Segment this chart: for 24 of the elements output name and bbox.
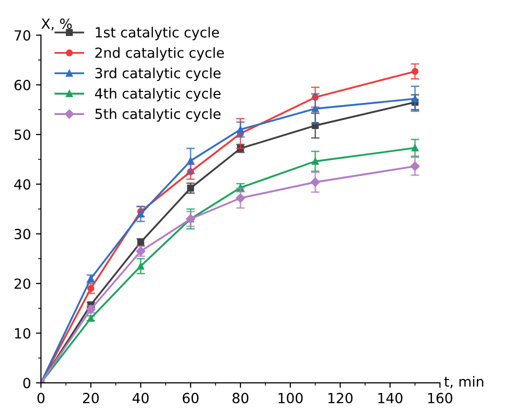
legend-label: 2nd catalytic cycle — [95, 47, 224, 61]
y-tick-label: 20 — [14, 278, 30, 289]
x-tick-label: 160 — [428, 392, 452, 404]
x-tick-label: 100 — [278, 392, 303, 404]
x-tick-label: 120 — [328, 392, 353, 404]
y-axis-title: X, % — [41, 18, 72, 30]
y-tick-label: 30 — [14, 228, 30, 240]
x-tick-label: 140 — [378, 392, 402, 404]
x-tick-label: 60 — [182, 392, 198, 404]
x-tick-label: 0 — [37, 392, 44, 404]
y-tick-label: 40 — [14, 179, 30, 190]
y-tick-label: 0 — [23, 378, 30, 388]
x-axis-title: t, min — [444, 376, 484, 388]
legend-label: 5th catalytic cycle — [95, 108, 221, 122]
x-tick-label: 80 — [232, 392, 248, 404]
y-tick-label: 10 — [15, 328, 30, 339]
y-tick-label: 50 — [14, 129, 30, 140]
legend-label: 3rd catalytic cycle — [95, 68, 221, 82]
y-tick-label: 70 — [14, 30, 30, 41]
x-tick-label: 40 — [132, 392, 149, 404]
legend-label: 4th catalytic cycle — [95, 88, 221, 102]
legend-label: 1st catalytic cycle — [96, 26, 219, 40]
y-tick-label: 60 — [14, 80, 30, 90]
x-tick-label: 20 — [83, 392, 99, 404]
